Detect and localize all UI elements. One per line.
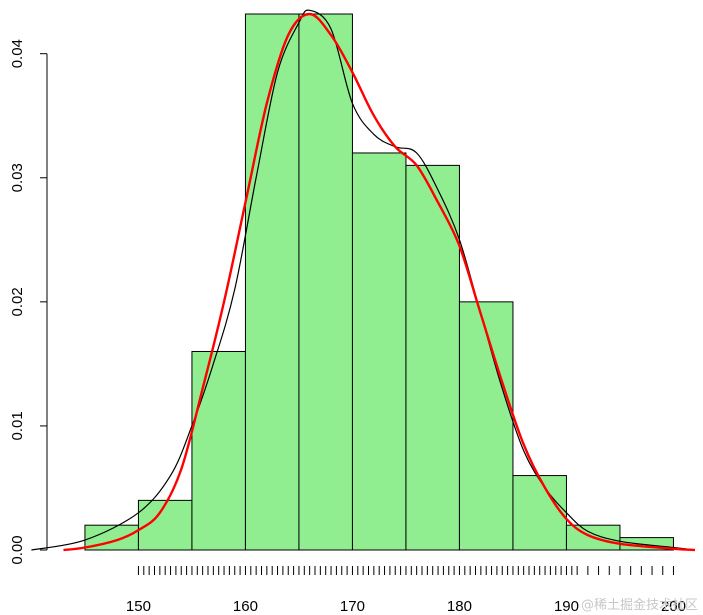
histogram-bar <box>298 13 353 551</box>
histogram-bar <box>458 301 514 551</box>
density-curve-red <box>63 12 695 552</box>
x-tick-label: 150 <box>126 598 151 615</box>
x-tick-label: 160 <box>233 598 258 615</box>
x-tick-label: 180 <box>447 598 472 615</box>
x-axis-labels: 150 160 170 180 190 200 <box>126 598 686 615</box>
x-tick-label: 190 <box>554 598 579 615</box>
y-tick-label: 0.00 <box>9 535 26 564</box>
density-curves <box>31 9 695 552</box>
histogram-bar <box>512 475 567 551</box>
x-tick-label: 200 <box>661 598 686 615</box>
watermark-text: @稀土掘金技术社区 <box>581 597 698 613</box>
y-axis: 0.00 0.01 0.02 0.03 0.04 <box>9 39 48 565</box>
y-tick-label: 0.01 <box>9 411 26 440</box>
histogram-bar <box>191 350 246 551</box>
histogram-bar <box>244 13 300 551</box>
x-tick-label: 170 <box>340 598 365 615</box>
y-tick-label: 0.02 <box>9 287 26 316</box>
histogram-bars <box>84 13 674 551</box>
histogram-bar <box>351 152 407 551</box>
histogram-bar <box>405 164 460 551</box>
rug-plot <box>137 566 674 575</box>
y-tick-label: 0.03 <box>9 163 26 192</box>
y-tick-label: 0.04 <box>9 39 26 68</box>
density-curve-black <box>31 9 695 551</box>
